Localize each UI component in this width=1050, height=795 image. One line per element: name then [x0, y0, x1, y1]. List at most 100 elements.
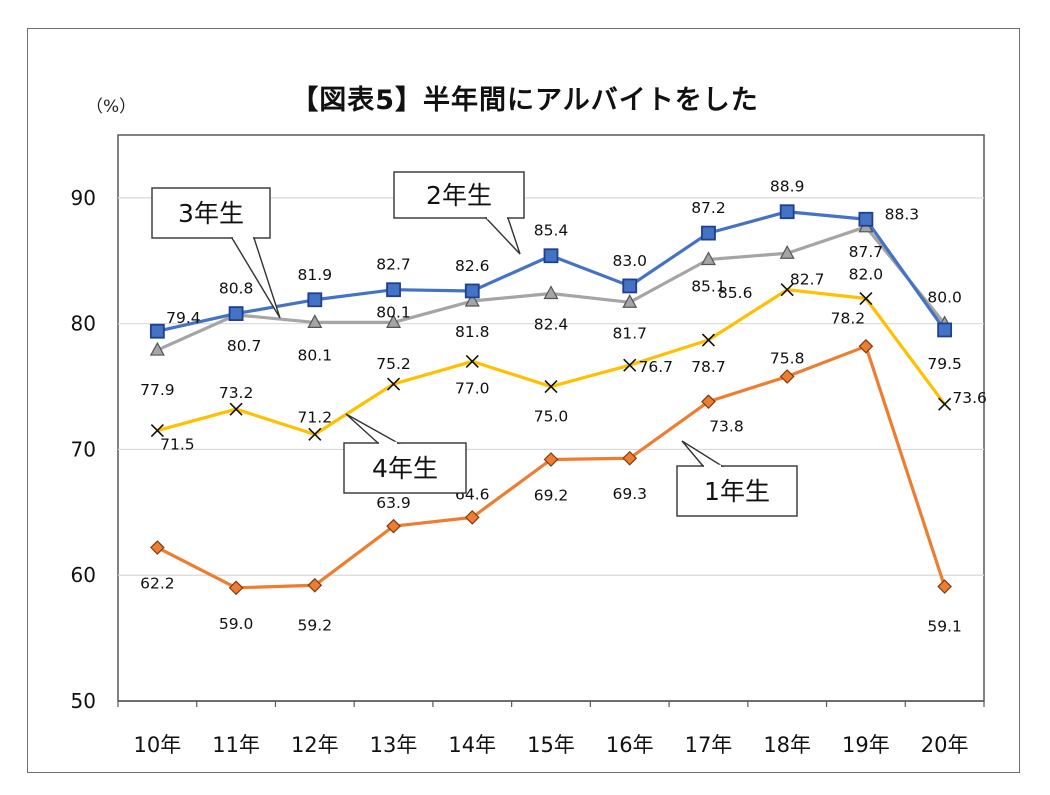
data-labels: 62.259.0 59.263.9 64.6 69.2 69.373.875.878.2… [140, 178, 987, 636]
data-label: 79.4 [166, 309, 201, 327]
data-label: 62.2 [140, 575, 175, 593]
data-label: 77.0 [455, 379, 490, 397]
data-point [228, 580, 244, 596]
y-tick-label: 50 [71, 689, 96, 713]
data-label: 79.5 [927, 355, 962, 373]
data-label: 59.0 [219, 615, 254, 633]
callout-label: 2年生 [426, 181, 492, 210]
x-tick-label: 16年 [606, 733, 654, 757]
x-tick-label: 12年 [291, 733, 339, 757]
callout-box [676, 465, 798, 517]
data-point [229, 402, 243, 416]
data-label: 82.6 [455, 257, 490, 275]
data-point [779, 204, 795, 220]
data-point [622, 294, 638, 308]
x-tick-label: 17年 [685, 733, 733, 757]
data-label: 73.6 [952, 389, 987, 407]
data-label: 88.3 [885, 205, 920, 223]
data-point [859, 291, 873, 306]
x-tick-label: 19年 [842, 733, 890, 757]
data-point [937, 579, 952, 594]
y-tick-label: 90 [71, 186, 96, 210]
chart-title: 【図表5】半年間にアルバイトをした [291, 85, 759, 116]
data-point [701, 225, 716, 241]
data-label: 69.2 [534, 487, 569, 505]
data-point [307, 577, 323, 593]
callout-label: 4年生 [372, 454, 438, 483]
data-label: 81.8 [455, 323, 490, 341]
data-point [780, 283, 794, 297]
data-label: 59.2 [298, 616, 333, 634]
data-label: 80.0 [927, 289, 962, 307]
data-label: 77.9 [140, 381, 175, 399]
data-point [386, 518, 401, 534]
data-point [779, 369, 795, 384]
data-label: 83.0 [612, 252, 647, 270]
data-point [386, 282, 401, 298]
data-label: 85.6 [718, 284, 753, 302]
data-label: 88.9 [770, 178, 805, 196]
chart-frame [27, 28, 1020, 773]
data-label: 82.7 [376, 256, 411, 274]
y-tick-label: 70 [71, 437, 96, 461]
data-point [700, 251, 716, 266]
data-label: 81.9 [298, 266, 333, 284]
data-label: 63.9 [376, 494, 411, 512]
data-label: 76.7 [638, 358, 673, 376]
data-point [228, 306, 244, 322]
data-label: 69.3 [612, 485, 647, 503]
series-markers [149, 204, 953, 596]
y-tick-label: 60 [71, 563, 96, 587]
data-label: 75.8 [770, 349, 805, 367]
data-label: 85.1 [691, 278, 726, 296]
data-point [858, 211, 874, 227]
data-label: 71.5 [160, 436, 195, 454]
data-point [543, 248, 559, 264]
series-callouts: 3年生 2年生 4年生 1年生 [151, 171, 798, 517]
data-point [386, 377, 401, 391]
data-point [307, 314, 323, 329]
data-label: 80.8 [219, 280, 254, 298]
data-point [858, 338, 874, 354]
data-point [779, 244, 795, 259]
data-point [464, 283, 480, 299]
data-label: 87.7 [849, 243, 884, 261]
data-point [465, 354, 479, 368]
data-label: 80.7 [227, 337, 262, 355]
data-label: 73.2 [219, 384, 254, 402]
data-label: 80.1 [376, 303, 411, 321]
data-point [544, 379, 558, 394]
data-point [150, 424, 164, 438]
data-label: 78.2 [831, 309, 866, 327]
data-point [307, 292, 323, 308]
data-label: 82.0 [849, 266, 884, 284]
x-tick-label: 14年 [448, 733, 496, 757]
x-tick-label: 11年 [212, 733, 260, 757]
data-point [622, 450, 638, 466]
data-point [308, 427, 322, 441]
data-point [149, 341, 165, 356]
data-label: 82.4 [534, 315, 569, 333]
data-label: 59.1 [927, 618, 962, 636]
data-point [149, 323, 165, 339]
data-point [386, 314, 402, 329]
data-point [543, 285, 559, 300]
data-label: 85.4 [534, 222, 569, 240]
data-point [938, 397, 952, 411]
data-label: 71.2 [298, 408, 333, 426]
data-label: 75.0 [534, 408, 569, 426]
data-label: 80.1 [298, 346, 333, 364]
x-tick-label: 18年 [763, 733, 811, 757]
y-tick-label: 80 [71, 312, 96, 336]
x-tick-label: 20年 [921, 733, 969, 757]
data-point [623, 358, 637, 372]
data-point [937, 322, 953, 338]
callout-label: 3年生 [178, 199, 244, 228]
data-label: 81.7 [612, 324, 647, 342]
data-point [701, 333, 716, 347]
callout-box [343, 442, 467, 494]
callout-box [393, 171, 525, 219]
data-label: 73.8 [709, 418, 744, 436]
data-point [701, 394, 716, 409]
